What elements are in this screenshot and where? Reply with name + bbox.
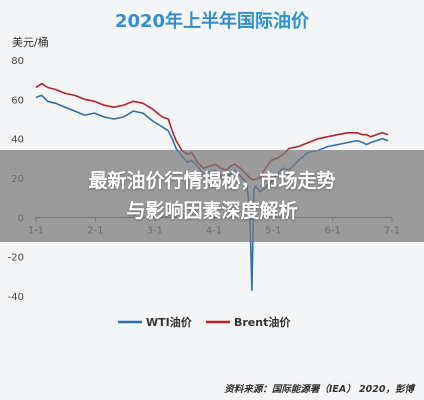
y-tick-label: 40 [11,135,24,146]
legend-label: Brent油价 [234,315,291,329]
y-tick-label: -20 [8,253,24,264]
legend: WTI油价 Brent油价 [118,315,291,329]
headline-line-1: 最新油价行情揭秘，市场走势 [88,170,336,192]
headline-banner: 最新油价行情揭秘，市场走势 与影响因素深度解析 [0,150,424,242]
source-note: 资料来源：国际能源署（IEA） 2020，彭博 [224,383,416,395]
chart-title: 2020年上半年国际油价 [115,10,310,32]
headline-line-2: 与影响因素深度解析 [126,200,298,222]
unit-label: 美元/桶 [12,35,49,49]
y-tick-label: 80 [11,56,24,67]
y-tick-label: 60 [11,95,24,106]
y-tick-label: -40 [8,292,24,303]
legend-label: WTI油价 [146,315,193,329]
